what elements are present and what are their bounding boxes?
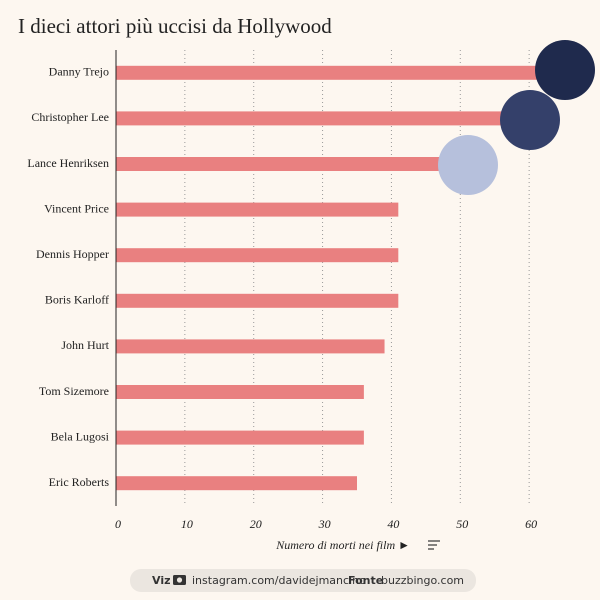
bar — [116, 430, 364, 445]
x-tick-label: 50 — [456, 517, 468, 531]
x-axis-label: Numero di morti nei film ► — [275, 538, 410, 552]
x-tick-label: 20 — [250, 517, 262, 531]
footer-source: buzzbingo.com — [381, 574, 464, 587]
photo — [500, 90, 560, 150]
bar — [116, 202, 399, 217]
y-tick-label: Eric Roberts — [49, 475, 110, 489]
bar — [116, 111, 530, 126]
y-tick-label: John Hurt — [61, 338, 109, 352]
y-tick-label: Tom Sizemore — [39, 384, 109, 398]
footer-instagram: instagram.com/davidejmancino — [192, 574, 366, 587]
bar — [116, 385, 364, 399]
bars — [116, 65, 564, 491]
y-tick-label: Boris Karloff — [45, 293, 109, 307]
sort-icon — [428, 540, 440, 550]
footer-viz: Viz — [152, 574, 171, 587]
footer-pill — [130, 569, 476, 592]
footer-source-label: Fonte — [348, 574, 383, 587]
y-tick-label: Bela Lugosi — [51, 429, 110, 443]
y-tick-label: Danny Trejo — [49, 65, 109, 79]
x-tick-label: 60 — [525, 517, 537, 531]
bar — [116, 339, 385, 354]
y-tick-label: Vincent Price — [44, 201, 109, 215]
x-tick-label: 10 — [181, 517, 193, 531]
photo — [535, 40, 595, 100]
x-tick-label: 40 — [387, 517, 399, 531]
actor-photos — [438, 40, 595, 195]
camera-icon — [173, 575, 186, 585]
bar — [116, 476, 357, 491]
bar — [116, 157, 468, 171]
bar — [116, 65, 564, 80]
photo — [438, 135, 498, 195]
y-tick-label: Dennis Hopper — [36, 247, 109, 261]
bar — [116, 293, 399, 308]
y-tick-label: Christopher Lee — [31, 110, 109, 124]
bar — [116, 248, 399, 263]
x-tick-label: 0 — [115, 517, 121, 531]
y-tick-label: Lance Henriksen — [27, 156, 109, 170]
chart-title: I dieci attori più uccisi da Hollywood — [18, 14, 332, 38]
x-tick-label: 30 — [318, 517, 331, 531]
